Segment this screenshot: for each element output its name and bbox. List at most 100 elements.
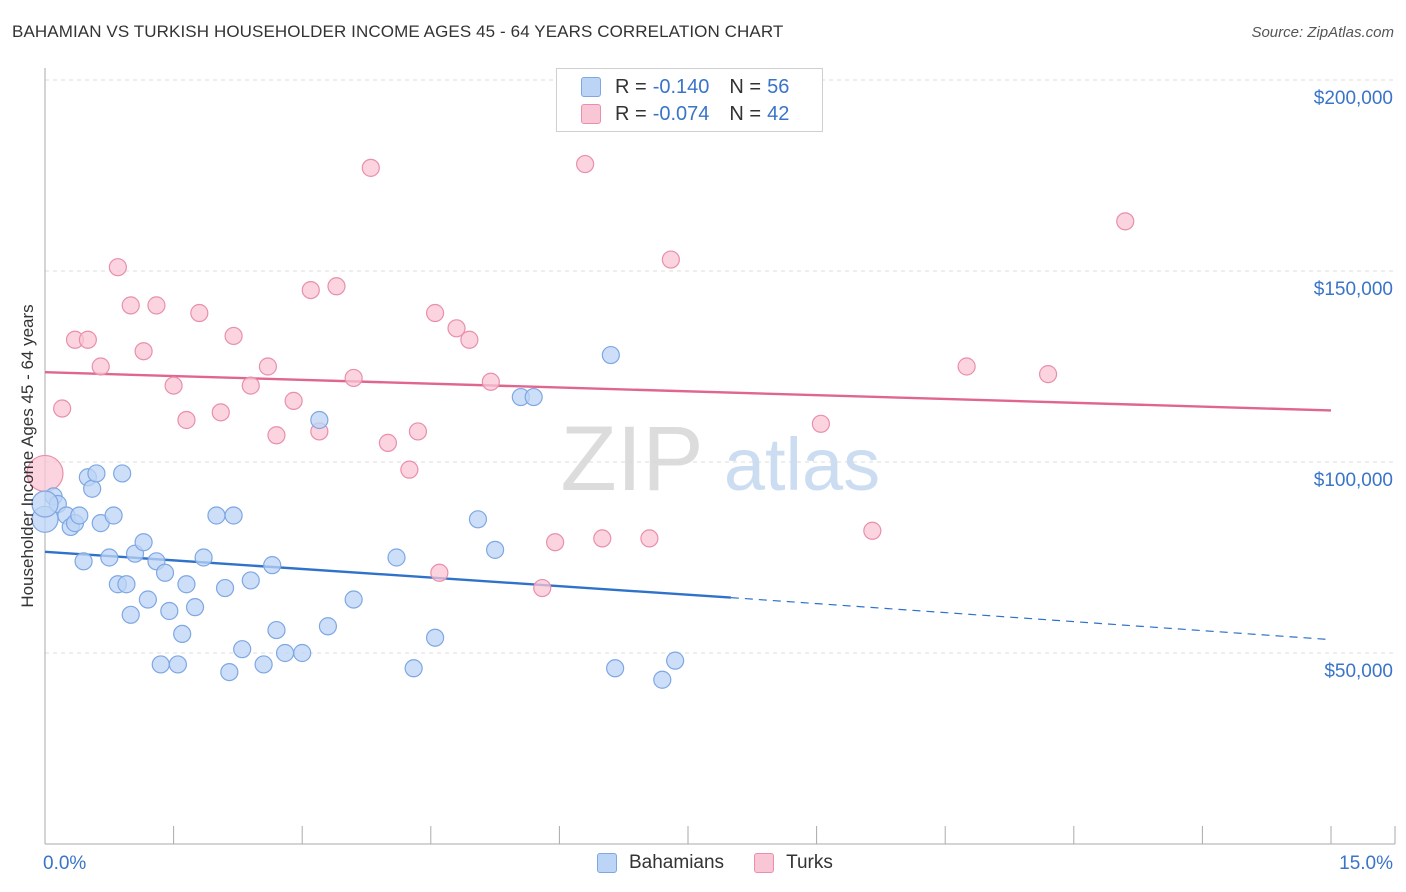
point-turks: [533, 578, 552, 598]
point-bahamians: [387, 548, 406, 567]
point-turks: [258, 357, 278, 376]
series-swatch-blue: [597, 853, 617, 873]
point-bahamians: [241, 571, 260, 590]
point-turks: [108, 258, 127, 277]
point-turks: [460, 330, 479, 349]
point-bahamians: [344, 590, 363, 609]
series-legend: Bahamians Turks: [597, 852, 863, 874]
point-turks: [224, 326, 243, 346]
y-axis-label: Householder Income Ages 45 - 64 years: [18, 304, 37, 608]
point-turks: [327, 277, 346, 296]
y-tick-label: $200,000: [1314, 88, 1393, 109]
point-turks: [284, 391, 303, 410]
point-bahamians: [233, 640, 252, 659]
series-swatch-pink: [754, 853, 775, 873]
point-turks: [593, 529, 612, 548]
point-bahamians: [177, 575, 196, 594]
point-turks: [546, 533, 565, 552]
point-bahamians: [155, 563, 175, 582]
point-turks: [53, 399, 72, 418]
y-tick-label: $100,000: [1314, 470, 1393, 491]
point-bahamians: [275, 643, 295, 663]
x-tick-label-max: 15.0%: [1339, 853, 1393, 874]
point-bahamians: [138, 590, 157, 609]
legend-n-value: 56: [767, 75, 790, 98]
legend-n-value: 42: [767, 102, 790, 125]
point-bahamians: [425, 628, 445, 647]
stats-legend: R = -0.140 N = 56 R = -0.074 N = 42: [556, 68, 823, 132]
chart-source: Source: ZipAtlas.com: [1251, 24, 1394, 41]
y-tick-label: $150,000: [1314, 279, 1393, 300]
point-turks: [378, 433, 398, 452]
point-bahamians: [100, 548, 119, 567]
series-label-bahamians: Bahamians: [629, 852, 725, 873]
point-turks: [134, 342, 153, 361]
point-bahamians: [194, 548, 213, 567]
point-turks: [481, 372, 500, 391]
point-bahamians: [468, 510, 488, 529]
point-bahamians: [151, 655, 170, 674]
legend-r-label: R =: [615, 75, 647, 98]
y-tick-label: $50,000: [1324, 661, 1393, 682]
point-turks: [190, 303, 209, 323]
point-bahamians: [601, 345, 620, 365]
point-bahamians: [215, 578, 235, 598]
point-bahamians: [263, 556, 282, 575]
x-tick-label-min: 0.0%: [43, 853, 86, 874]
point-turks: [267, 426, 286, 445]
point-turks: [1038, 365, 1058, 384]
point-turks: [344, 368, 363, 388]
point-bahamians: [160, 601, 179, 621]
point-bahamians: [267, 620, 286, 640]
point-bahamians: [31, 490, 59, 518]
watermark: ZIP atlas: [560, 408, 880, 510]
point-bahamians: [83, 479, 102, 498]
point-bahamians: [666, 651, 685, 670]
point-bahamians: [207, 506, 226, 525]
point-bahamians: [486, 540, 505, 559]
point-turks: [576, 154, 595, 174]
point-bahamians: [220, 662, 239, 682]
point-turks: [425, 303, 445, 323]
point-turks: [241, 376, 260, 395]
point-bahamians: [606, 659, 625, 678]
point-bahamians: [524, 387, 543, 407]
legend-swatch-blue: [581, 77, 601, 97]
points-layer: [26, 154, 1135, 689]
point-turks: [164, 376, 183, 395]
legend-n-label: N =: [729, 102, 762, 125]
trend-line-turks: [44, 371, 1332, 412]
point-turks: [1116, 212, 1135, 231]
point-bahamians: [293, 643, 312, 663]
chart-title: BAHAMIAN VS TURKISH HOUSEHOLDER INCOME A…: [12, 22, 784, 41]
point-turks: [400, 460, 419, 479]
point-turks: [177, 410, 196, 430]
point-bahamians: [117, 575, 136, 594]
point-bahamians: [104, 506, 123, 525]
legend-r-value: -0.140: [652, 75, 710, 98]
point-bahamians: [134, 533, 153, 552]
legend-r-label: R =: [615, 102, 647, 125]
point-turks: [121, 296, 140, 315]
point-bahamians: [121, 605, 140, 624]
legend-r-value: -0.074: [652, 102, 710, 125]
legend-n-label: N =: [729, 75, 762, 98]
point-turks: [147, 296, 166, 315]
point-turks: [661, 250, 680, 269]
point-turks: [78, 330, 97, 349]
point-bahamians: [185, 598, 205, 617]
watermark-zip: ZIP: [560, 408, 703, 510]
trend-line-bahamians-extension: [730, 597, 1332, 641]
point-bahamians: [224, 506, 243, 525]
series-legend-bahamians[interactable]: Bahamians: [597, 852, 724, 874]
point-bahamians: [168, 655, 187, 674]
label-layer: $50,000 $100,000 $150,000 $200,000 0.0% 15.0%: [43, 88, 1393, 874]
point-bahamians: [254, 655, 273, 674]
series-legend-turks[interactable]: Turks: [754, 852, 833, 874]
point-bahamians: [70, 506, 89, 525]
point-turks: [301, 281, 320, 300]
point-bahamians: [653, 670, 672, 689]
point-turks: [408, 422, 428, 441]
